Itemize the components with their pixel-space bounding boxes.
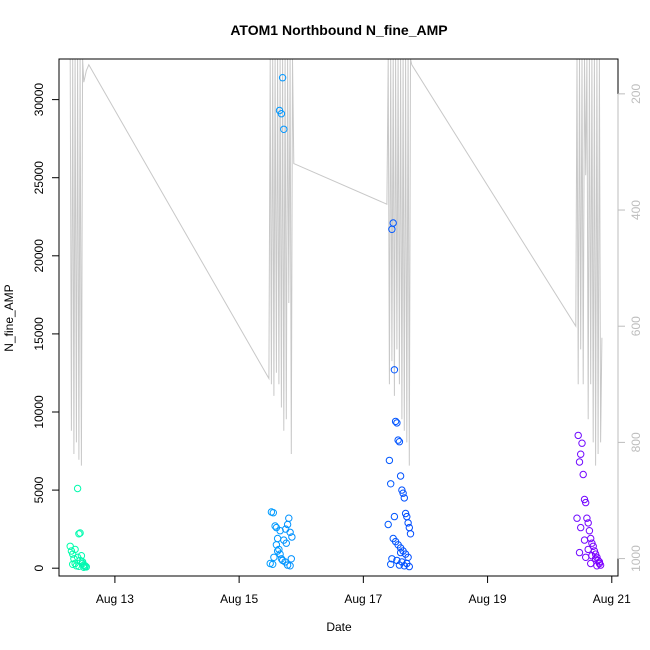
data-point (587, 559, 595, 568)
data-point (395, 438, 404, 446)
y2-tick-label: 200 (629, 84, 643, 104)
data-point (387, 560, 395, 568)
data-point (396, 472, 405, 480)
data-point (577, 523, 585, 532)
y-tick-label: 5000 (32, 476, 46, 503)
data-point (396, 548, 405, 557)
x-tick-label: Aug 19 (469, 592, 507, 606)
x-tick-label: Aug 17 (344, 592, 382, 606)
data-point (277, 110, 286, 118)
data-point (75, 530, 83, 538)
data-point (71, 545, 79, 554)
data-point (400, 562, 408, 570)
y-tick-label: 15000 (32, 317, 46, 351)
data-point (583, 514, 591, 522)
y2-tick-label: 600 (629, 316, 643, 336)
data-point (75, 562, 83, 570)
y-tick-label: 30000 (32, 83, 46, 117)
y2-axis: 200 400 600 800 1000 (617, 84, 643, 572)
data-point (584, 545, 592, 554)
data-point (387, 480, 395, 488)
data-point (385, 456, 394, 465)
data-point (270, 553, 278, 561)
data-point (596, 561, 605, 569)
x-tick-label: Aug 13 (96, 592, 134, 606)
data-point (286, 562, 294, 570)
data-point (269, 560, 277, 568)
data-point (278, 74, 287, 82)
data-point (582, 498, 590, 507)
data-point (405, 562, 413, 571)
data-point (389, 219, 397, 227)
x-tick-label: Aug 21 (593, 592, 631, 606)
data-point (80, 563, 88, 571)
data-point (390, 366, 399, 374)
data-point (273, 534, 282, 543)
data-point (393, 419, 401, 427)
data-point (582, 553, 590, 561)
data-point (286, 528, 294, 536)
data-point (273, 547, 282, 555)
data-point (76, 529, 84, 537)
y2-tick-label: 800 (629, 432, 643, 452)
scatter-points (66, 74, 605, 571)
depth-line (69, 58, 603, 466)
data-point (591, 550, 600, 558)
y-axis: 0 5000 10000 15000 20000 25000 30000 (32, 83, 60, 572)
x-tick-label: Aug 15 (220, 592, 258, 606)
data-point (275, 545, 283, 554)
data-point (573, 514, 581, 522)
data-point (73, 484, 82, 493)
data-point (285, 514, 293, 522)
data-point (400, 494, 408, 502)
data-point (404, 519, 412, 527)
data-point (269, 509, 277, 517)
data-point (574, 431, 582, 440)
data-point (388, 555, 396, 563)
data-point (282, 539, 290, 547)
data-point (578, 439, 586, 447)
data-point (579, 470, 587, 479)
y-tick-label: 10000 (32, 395, 46, 429)
data-point (585, 527, 594, 535)
x-axis-label: Date (326, 620, 352, 634)
chart-title: ATOM1 Northbound N_fine_AMP (230, 22, 447, 38)
x-axis: Aug 13 Aug 15 Aug 17 Aug 19 Aug 21 (96, 575, 631, 606)
y-tick-label: 20000 (32, 239, 46, 273)
data-point (280, 125, 288, 134)
data-point (575, 458, 584, 466)
data-point (593, 562, 601, 570)
data-point (391, 417, 400, 426)
data-point (580, 536, 589, 544)
data-point (271, 522, 279, 530)
data-point (390, 512, 399, 521)
y-axis-label: N_fine_AMP (2, 284, 16, 351)
data-point (384, 520, 392, 529)
data-point (287, 555, 295, 563)
data-point (276, 527, 284, 535)
data-point (394, 436, 402, 444)
y-tick-label: 25000 (32, 161, 46, 195)
line-series (69, 58, 603, 466)
data-point (584, 519, 592, 527)
y-tick-label: 0 (32, 565, 46, 572)
data-point (577, 450, 585, 458)
data-point (288, 533, 296, 541)
data-point (399, 489, 407, 497)
data-point (595, 558, 604, 566)
data-point (395, 561, 404, 569)
data-point (575, 548, 584, 557)
plot-frame (58, 58, 619, 577)
data-point (406, 530, 415, 538)
y2-tick-label: 1000 (629, 545, 643, 572)
y2-tick-label: 400 (629, 200, 643, 220)
